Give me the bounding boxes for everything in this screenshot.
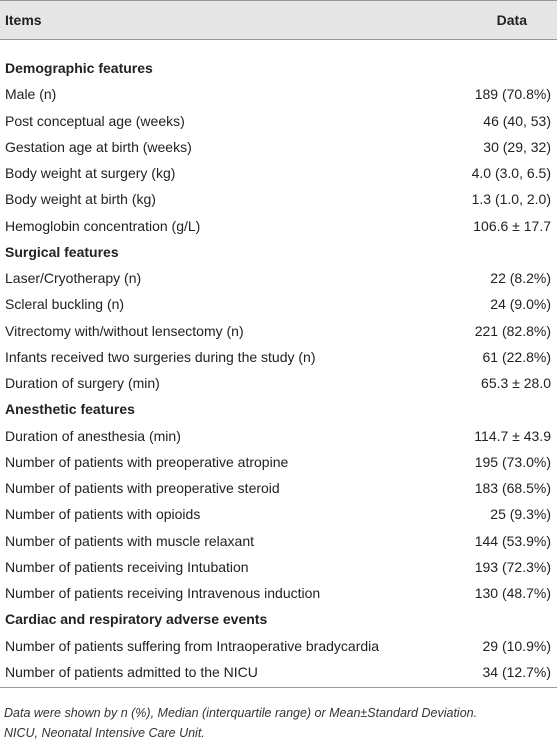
- row-label: Male (n): [5, 86, 57, 103]
- section-title: Demographic features: [5, 60, 153, 76]
- row-label: Laser/Cryotherapy (n): [5, 270, 142, 287]
- row-label: Number of patients receiving Intravenous…: [5, 585, 321, 602]
- row-label: Vitrectomy with/without lensectomy (n): [5, 322, 244, 339]
- row-value: 1.3 (1.0, 2.0): [471, 191, 551, 208]
- row-label: Number of patients suffering from Intrao…: [5, 637, 380, 654]
- row-value: 46 (40, 53): [483, 112, 551, 129]
- row-value: 24 (9.0%): [490, 296, 551, 313]
- footnote: NICU, Neonatal Intensive Care Unit.: [4, 726, 205, 740]
- row-value: 195 (73.0%): [474, 453, 551, 470]
- row-value: 106.6 ± 17.7: [473, 217, 551, 234]
- row-label: Scleral buckling (n): [5, 296, 125, 313]
- row-value: 189 (70.8%): [474, 86, 551, 103]
- row-label: Body weight at birth (kg): [5, 191, 156, 208]
- section-title: Surgical features: [5, 243, 119, 260]
- row-label: Infants received two surgeries during th…: [5, 348, 316, 365]
- row-label: Post conceptual age (weeks): [5, 112, 185, 129]
- row-value: 29 (10.9%): [482, 637, 551, 654]
- row-value: 25 (9.3%): [490, 506, 551, 523]
- table-bottom-border: [0, 687, 557, 689]
- row-label: Duration of surgery (min): [5, 375, 160, 392]
- row-value: 22 (8.2%): [490, 270, 551, 287]
- row-label: Hemoglobin concentration (g/L): [5, 217, 201, 234]
- footnote: Data were shown by n (%), Median (interq…: [4, 706, 478, 720]
- row-value: 34 (12.7%): [482, 663, 551, 680]
- row-label: Duration of anesthesia (min): [5, 427, 181, 444]
- row-label: Number of patients with muscle relaxant: [5, 532, 254, 549]
- row-value: 4.0 (3.0, 6.5): [471, 165, 551, 182]
- section-title: Anesthetic features: [5, 401, 135, 418]
- header-data: Data: [496, 12, 527, 28]
- row-value: 221 (82.8%): [474, 322, 551, 339]
- row-label: Number of patients with preoperative ste…: [5, 480, 280, 497]
- row-value: 114.7 ± 43.9: [474, 427, 551, 444]
- row-value: 61 (22.8%): [482, 348, 551, 365]
- row-value: 30 (29, 32): [483, 138, 551, 155]
- row-value: 193 (72.3%): [474, 558, 551, 575]
- row-label: Number of patients with preoperative atr…: [5, 453, 289, 470]
- row-value: 65.3 ± 28.0: [481, 375, 551, 392]
- header-row: Items Data: [0, 0, 557, 40]
- row-label: Number of patients with opioids: [5, 506, 201, 523]
- section-title: Cardiac and respiratory adverse events: [5, 611, 268, 628]
- row-value: 183 (68.5%): [474, 480, 551, 497]
- row-label: Gestation age at birth (weeks): [5, 138, 192, 155]
- row-label: Body weight at surgery (kg): [5, 165, 176, 182]
- row-value: 144 (53.9%): [474, 532, 551, 549]
- row-label: Number of patients admitted to the NICU: [5, 663, 258, 680]
- row-label: Number of patients receiving Intubation: [5, 558, 249, 575]
- row-value: 130 (48.7%): [474, 585, 551, 602]
- header-items: Items: [5, 12, 42, 28]
